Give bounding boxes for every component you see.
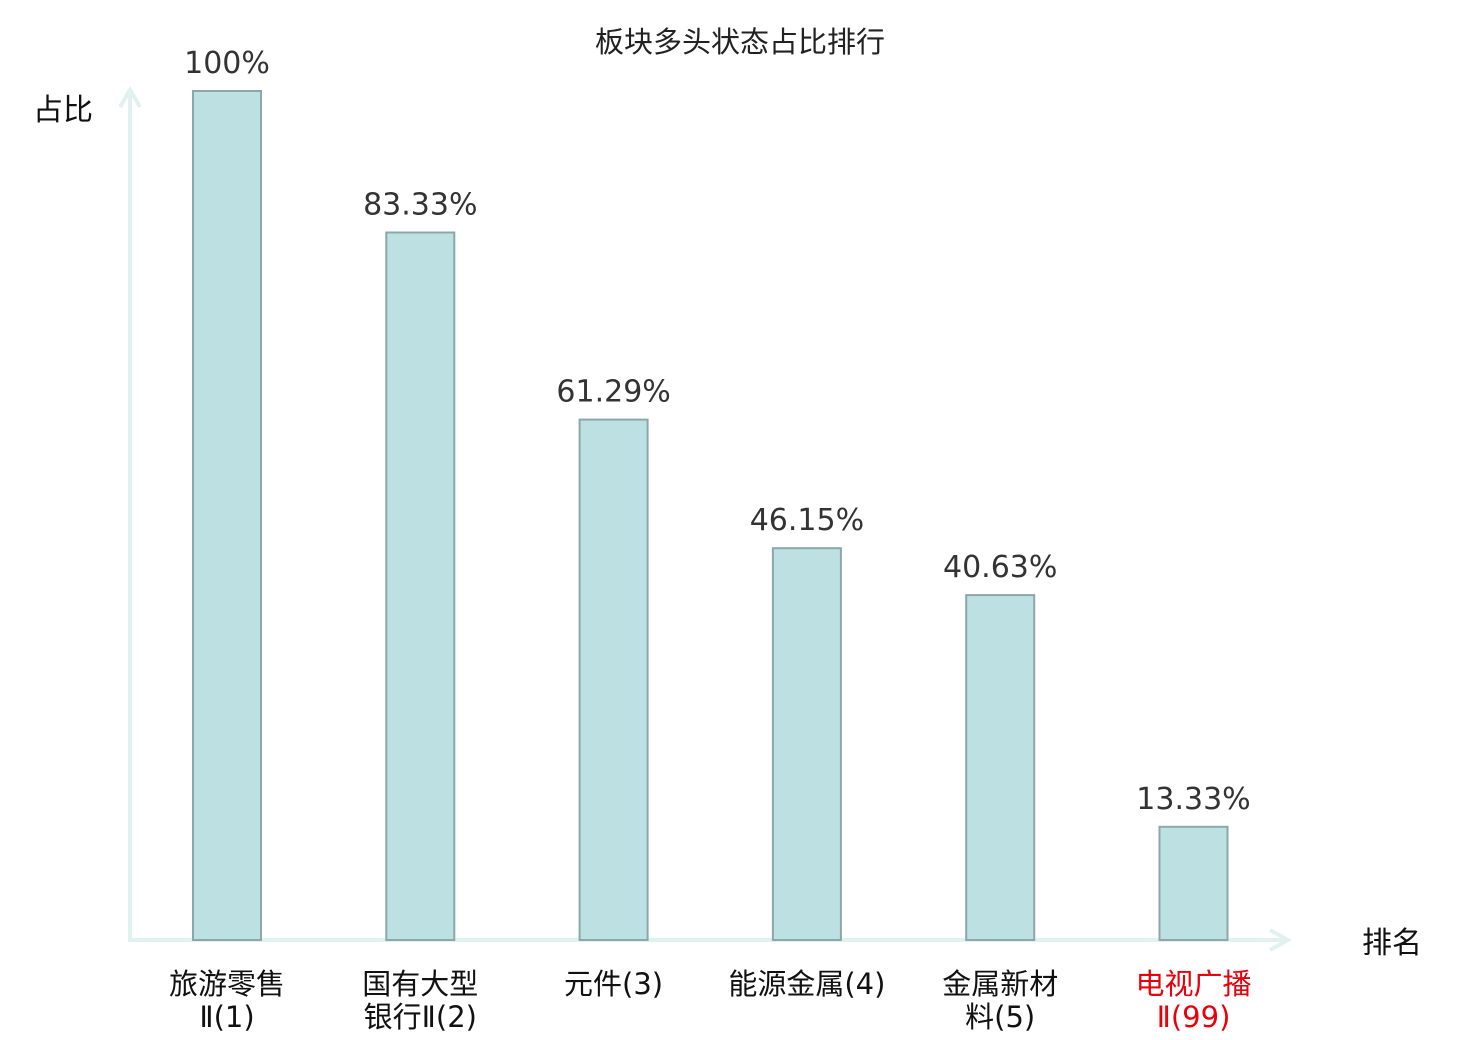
bar	[965, 594, 1036, 941]
bar-value-label: 100%	[184, 46, 270, 81]
bar-value-label: 13.33%	[1136, 782, 1250, 817]
bar	[1158, 825, 1229, 941]
y-axis	[118, 86, 142, 940]
bar	[385, 231, 456, 941]
x-tick-label: Ⅱ(1)	[199, 1000, 254, 1034]
x-tick-label: 国有大型	[362, 967, 478, 1001]
x-tick-label: 能源金属(4)	[728, 967, 885, 1001]
bar-value-label: 83.33%	[363, 188, 477, 223]
x-tick-label: 料(5)	[965, 1000, 1035, 1034]
x-tick-label: 元件(3)	[564, 967, 663, 1001]
x-tick-label: 金属新材	[942, 967, 1058, 1001]
x-tick-label: Ⅱ(99)	[1157, 1000, 1231, 1034]
x-tick-label: 电视广播	[1135, 967, 1251, 1001]
y-axis-label: 占比	[33, 93, 93, 128]
x-tick-label: 银行Ⅱ(2)	[364, 1000, 477, 1034]
chart-title: 板块多头状态占比排行	[595, 25, 885, 59]
bar-value-label: 46.15%	[750, 503, 864, 538]
bars	[192, 90, 1229, 942]
value-labels: 100% 83.33% 61.29% 46.15% 40.63% 13.33%	[184, 46, 1251, 817]
x-axis-label: 排名	[1362, 926, 1422, 961]
bar-value-label: 61.29%	[556, 375, 670, 410]
x-tick-label: 旅游零售	[169, 967, 285, 1001]
bar	[771, 547, 842, 941]
bar	[192, 90, 262, 941]
x-axis	[128, 928, 1293, 952]
bar	[578, 418, 649, 942]
bar-value-label: 40.63%	[943, 550, 1057, 585]
